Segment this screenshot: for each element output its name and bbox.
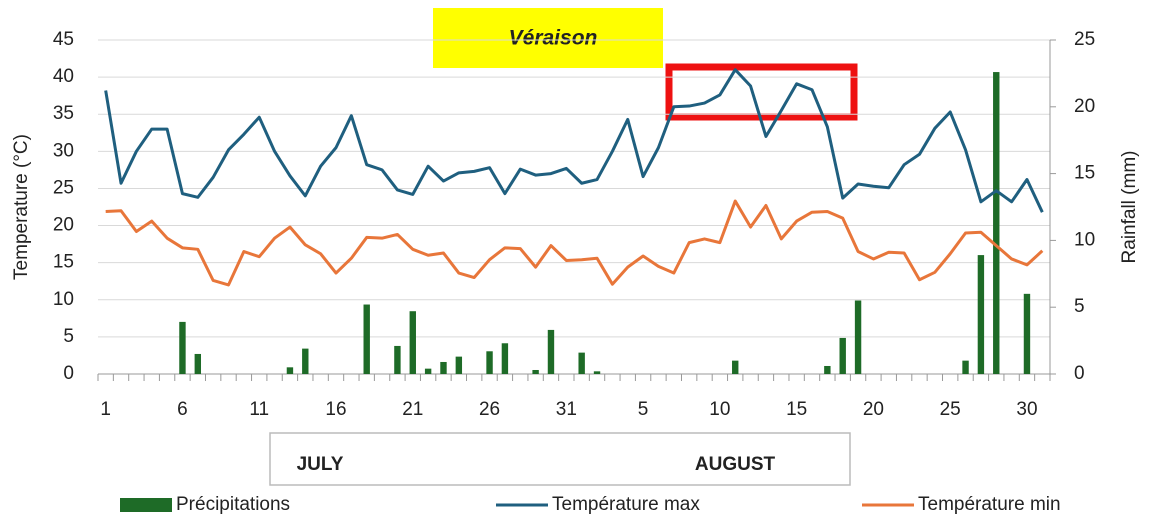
x-tick-label: 16 (325, 399, 346, 420)
bar (179, 321, 186, 374)
x-tick-label: 20 (863, 399, 884, 420)
bar (286, 367, 294, 374)
y-tick-label: 45 (53, 29, 74, 50)
bar (486, 351, 493, 374)
highlight-box (665, 63, 858, 121)
month-label: JULY (297, 454, 344, 475)
bar (394, 345, 401, 374)
x-tick-label: 15 (786, 399, 807, 420)
bar (839, 337, 846, 374)
bar (409, 311, 416, 374)
bar (962, 360, 969, 374)
bar (424, 368, 432, 374)
bar (440, 361, 447, 374)
y2-axis-label: Rainfall (mm) (1119, 151, 1140, 264)
legend-label: Température max (552, 494, 700, 515)
y-tick-label: 25 (53, 177, 74, 198)
legend-label: Précipitations (176, 494, 290, 515)
legend-swatch (120, 498, 172, 512)
y-tick-label: 35 (53, 103, 74, 124)
x-tick-label: 30 (1016, 399, 1037, 420)
y-tick-label: 5 (63, 326, 74, 347)
x-tick-label: 21 (402, 399, 423, 420)
bar (993, 72, 1000, 375)
x-tick-label: 11 (249, 399, 269, 420)
y2-tick-label: 0 (1074, 363, 1085, 384)
bar (532, 369, 539, 374)
y2-tick-label: 20 (1074, 96, 1095, 117)
x-tick-label: 1 (100, 399, 111, 420)
y-tick-label: 40 (53, 66, 74, 87)
legend-label: Température min (918, 494, 1061, 515)
annotation: Véraison (509, 27, 598, 50)
x-tick-label: 5 (638, 399, 649, 420)
x-tick-label: 10 (709, 399, 730, 420)
x-tick-label: 26 (479, 399, 500, 420)
annotation-box (433, 8, 663, 68)
x-tick-label: 31 (556, 399, 577, 420)
month-label: AUGUST (695, 454, 776, 475)
y2-tick-label: 25 (1074, 29, 1095, 50)
line (105, 199, 1044, 287)
y2-tick-label: 5 (1074, 296, 1085, 317)
y2-tick-label: 10 (1074, 229, 1095, 250)
bar (977, 255, 985, 374)
x-tick-label: 25 (940, 399, 961, 420)
bar (593, 371, 601, 374)
y-tick-label: 20 (53, 215, 74, 236)
bar (547, 329, 555, 374)
bar (1023, 293, 1031, 374)
y-tick-label: 15 (53, 252, 74, 273)
x-tick-label: 6 (177, 399, 188, 420)
bar (824, 365, 831, 374)
y-tick-label: 10 (53, 289, 74, 310)
bar (455, 356, 463, 374)
y-tick-label: 0 (63, 363, 74, 384)
bar (363, 304, 370, 374)
month-box (269, 432, 851, 486)
bar (194, 353, 202, 374)
bar (732, 360, 739, 374)
bar (302, 348, 309, 374)
y-axis-label: Temperature (°C) (11, 134, 32, 280)
y2-tick-label: 15 (1074, 163, 1095, 184)
bar (578, 352, 585, 374)
line (104, 68, 1044, 213)
bar (501, 343, 509, 374)
y-tick-label: 30 (53, 140, 74, 161)
bar (854, 300, 862, 374)
